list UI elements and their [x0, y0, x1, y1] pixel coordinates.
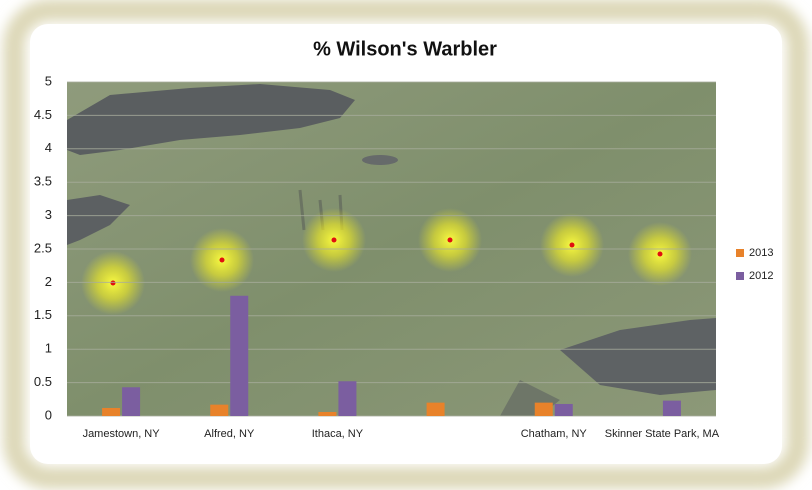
bar	[318, 411, 337, 416]
map-markers	[81, 208, 692, 315]
x-tick-label: Skinner State Park, MA	[604, 428, 720, 440]
y-tick-label: 0.5	[34, 374, 52, 389]
bar	[338, 381, 357, 416]
x-tick-label-box: Skinner State Park, MA	[604, 428, 720, 440]
y-tick-label: 2	[45, 274, 52, 289]
y-tick-label: 1.5	[34, 307, 52, 322]
x-tick-label-box: Alfred, NY	[204, 428, 255, 440]
x-tick-label: Alfred, NY	[204, 428, 255, 440]
x-tick-label: Jamestown, NY	[82, 428, 160, 440]
bar	[426, 402, 445, 416]
x-tick-label-box: Ithaca, NY	[311, 428, 364, 440]
legend-swatch	[736, 249, 744, 257]
y-tick-label: 2.5	[34, 240, 52, 255]
x-tick-label-box: Chatham, NY	[520, 428, 587, 440]
legend-label: 2013	[749, 247, 773, 259]
y-tick-label: 4.5	[34, 107, 52, 122]
bar	[554, 403, 573, 416]
y-tick-label: 3.5	[34, 174, 52, 189]
x-tick-label: Chatham, NY	[520, 428, 587, 440]
y-tick-label: 1	[45, 341, 52, 356]
bar	[230, 295, 249, 416]
x-tick-label-box: Jamestown, NY	[82, 428, 160, 440]
legend-label: 2012	[749, 270, 773, 282]
legend-swatch	[736, 272, 744, 280]
bar	[102, 407, 121, 416]
bar	[662, 400, 681, 416]
y-tick-label: 3	[45, 207, 52, 222]
bar	[122, 387, 141, 416]
y-tick-label: 5	[45, 73, 52, 88]
frame	[3, 0, 809, 489]
x-tick-label: Ithaca, NY	[311, 428, 364, 440]
y-tick-label: 0	[45, 407, 52, 422]
y-tick-label: 4	[45, 140, 52, 155]
bar	[534, 402, 553, 416]
bar	[210, 404, 229, 416]
chart-title: % Wilson's Warbler	[313, 38, 497, 60]
